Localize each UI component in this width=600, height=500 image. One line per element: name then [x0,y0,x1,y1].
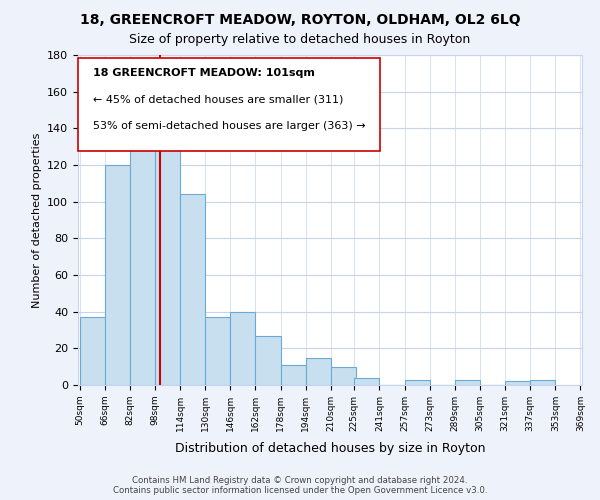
Text: 53% of semi-detached houses are larger (363) →: 53% of semi-detached houses are larger (… [93,121,366,131]
Bar [331,366,356,385]
Bar [505,382,530,385]
Bar [355,378,379,385]
Bar [305,358,331,385]
Text: 18, GREENCROFT MEADOW, ROYTON, OLDHAM, OL2 6LQ: 18, GREENCROFT MEADOW, ROYTON, OLDHAM, O… [80,12,520,26]
Y-axis label: Number of detached properties: Number of detached properties [32,132,41,308]
Bar [80,317,104,385]
Text: 18 GREENCROFT MEADOW: 101sqm: 18 GREENCROFT MEADOW: 101sqm [93,68,315,78]
Text: ← 45% of detached houses are smaller (311): ← 45% of detached houses are smaller (31… [93,94,343,104]
Bar [205,317,230,385]
Text: Size of property relative to detached houses in Royton: Size of property relative to detached ho… [130,32,470,46]
Bar [230,312,256,385]
Bar [281,365,305,385]
FancyBboxPatch shape [78,58,380,150]
Bar [455,380,480,385]
Bar [130,146,155,385]
Bar [180,194,205,385]
Bar [155,121,180,385]
Bar [404,380,430,385]
X-axis label: Distribution of detached houses by size in Royton: Distribution of detached houses by size … [175,442,485,455]
Bar [256,336,281,385]
Bar [104,165,130,385]
Bar [530,380,556,385]
Text: Contains HM Land Registry data © Crown copyright and database right 2024.
Contai: Contains HM Land Registry data © Crown c… [113,476,487,495]
